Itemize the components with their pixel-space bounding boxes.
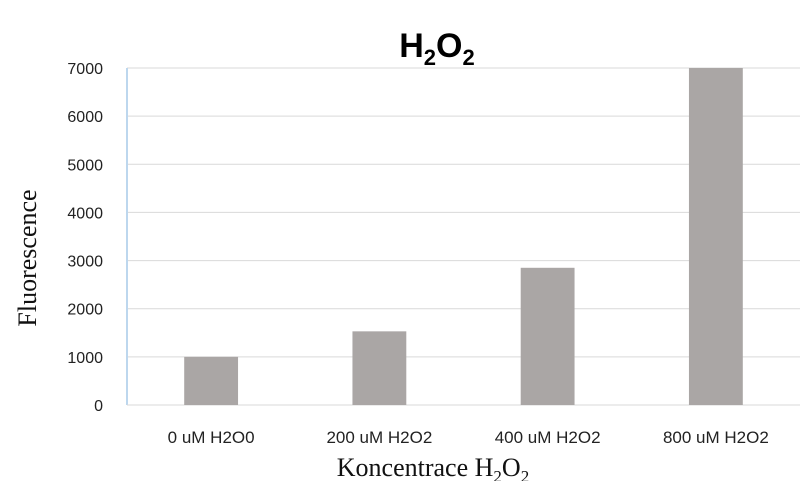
x-category-label: 200 uM H2O2 bbox=[326, 428, 432, 447]
x-category-label: 400 uM H2O2 bbox=[495, 428, 601, 447]
chart-title: H2O2 bbox=[399, 27, 475, 70]
bar bbox=[184, 356, 239, 405]
bar bbox=[352, 331, 407, 405]
x-axis-title: Koncentrace H2O2 bbox=[337, 453, 529, 481]
bar bbox=[688, 68, 743, 405]
y-tick-label: 5000 bbox=[67, 157, 103, 174]
x-category-label: 0 uM H2O0 bbox=[168, 428, 255, 447]
x-category-label: 800 uM H2O2 bbox=[663, 428, 769, 447]
y-axis-ticks: 0 1000 2000 3000 4000 5000 6000 7000 bbox=[67, 61, 103, 415]
bars bbox=[184, 68, 743, 405]
y-tick-label: 7000 bbox=[67, 61, 103, 78]
y-tick-label: 2000 bbox=[67, 302, 103, 319]
y-tick-label: 0 bbox=[94, 398, 103, 415]
y-tick-label: 4000 bbox=[67, 205, 103, 222]
y-axis-title: Fluorescence bbox=[13, 189, 42, 326]
y-tick-label: 3000 bbox=[67, 254, 103, 271]
bar bbox=[520, 267, 575, 405]
y-tick-label: 6000 bbox=[67, 109, 103, 126]
gridlines bbox=[127, 67, 800, 358]
y-tick-label: 1000 bbox=[67, 350, 103, 367]
x-axis-categories: 0 uM H2O0 200 uM H2O2 400 uM H2O2 800 uM H2… bbox=[168, 428, 769, 447]
